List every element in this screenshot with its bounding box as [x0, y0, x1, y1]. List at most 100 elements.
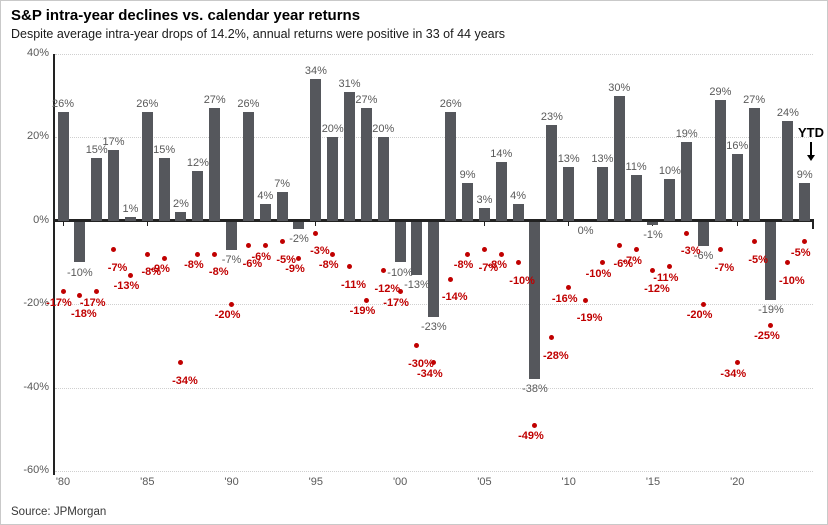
decline-label: -49%	[518, 430, 544, 443]
bar	[698, 222, 710, 246]
decline-label: -10%	[779, 274, 805, 287]
chart-title: S&P intra-year declines vs. calendar yea…	[11, 7, 361, 24]
decline-dot	[650, 268, 656, 274]
bar-label: 30%	[608, 81, 631, 94]
bar-label: 7%	[274, 177, 291, 190]
bar-label: 26%	[136, 98, 159, 111]
bar	[242, 112, 254, 221]
decline-dot	[532, 422, 538, 428]
bar	[124, 216, 136, 221]
bar	[209, 108, 221, 221]
y-axis-label: -20%	[23, 297, 49, 310]
decline-dot	[566, 285, 572, 291]
bar-label: 20%	[321, 123, 344, 136]
bar	[512, 204, 524, 221]
decline-label: -18%	[71, 307, 97, 320]
decline-dot	[515, 260, 521, 265]
x-axis-label: '00	[392, 476, 408, 488]
bar-label: 26%	[237, 98, 260, 111]
bar	[327, 137, 339, 221]
x-axis-label: '15	[645, 476, 661, 488]
decline-label: -6%	[242, 257, 263, 270]
decline-label: -3%	[680, 245, 701, 258]
bar-label: 19%	[675, 127, 698, 140]
bar-label: -6%	[693, 249, 714, 262]
bar-label: 27%	[203, 94, 226, 107]
y-axis-label: 0%	[33, 213, 49, 226]
gridline	[55, 54, 813, 55]
bar-label: 15%	[85, 144, 108, 157]
decline-label: -17%	[383, 296, 409, 309]
bar-label: -38%	[522, 383, 548, 396]
bar-label: -13%	[404, 279, 430, 291]
ytd-label: YTD	[798, 125, 824, 140]
down-arrow-head	[807, 155, 815, 161]
bar	[714, 99, 726, 221]
bar-label: 1%	[122, 202, 139, 215]
bar	[630, 174, 642, 221]
bar-label: 23%	[540, 110, 563, 123]
bar	[158, 158, 170, 221]
bar-label: 27%	[355, 94, 378, 107]
x-axis-tick	[315, 222, 317, 227]
decline-label: -5%	[748, 253, 768, 266]
bar-label: 2%	[173, 198, 189, 211]
bar	[478, 208, 490, 221]
decline-label: -8%	[318, 259, 339, 272]
decline-dot	[161, 255, 167, 261]
y-axis-label: -60%	[23, 464, 49, 476]
bar-label: -19%	[758, 304, 784, 317]
bar	[394, 222, 406, 263]
decline-label: -16%	[551, 292, 578, 305]
decline-dot	[60, 289, 66, 295]
bar	[108, 149, 120, 221]
bar-label: -10%	[387, 266, 413, 279]
decline-dot	[262, 243, 268, 249]
bar	[613, 95, 625, 221]
decline-label: -34%	[172, 374, 198, 387]
bar	[445, 112, 457, 221]
decline-label: -7%	[107, 261, 128, 274]
bar	[259, 204, 271, 221]
bar	[411, 222, 423, 275]
decline-label: -13%	[113, 280, 140, 292]
bar	[360, 108, 372, 221]
bar	[226, 222, 238, 250]
bar	[377, 137, 389, 221]
decline-dot	[599, 260, 605, 265]
decline-dot	[144, 251, 150, 257]
bar	[529, 222, 541, 380]
decline-label: -8%	[184, 259, 204, 272]
decline-label: -14%	[441, 291, 468, 304]
decline-dot	[667, 264, 673, 270]
bar	[647, 222, 659, 225]
bar	[276, 191, 288, 221]
decline-label: -11%	[341, 278, 367, 291]
decline-dot	[380, 268, 386, 274]
decline-label: -12%	[644, 282, 670, 295]
bar	[293, 222, 305, 230]
decline-dot	[448, 276, 454, 282]
decline-label: -10%	[585, 267, 612, 280]
bar	[175, 212, 187, 221]
decline-label: -17%	[79, 296, 106, 309]
bar-label: 3%	[476, 194, 493, 207]
bar-label: -7%	[221, 253, 242, 266]
decline-label: -9%	[285, 263, 305, 276]
decline-dot	[111, 247, 117, 253]
y-axis-label: 20%	[26, 130, 49, 143]
decline-dot	[296, 255, 302, 261]
bar-label: 26%	[51, 98, 75, 111]
bar-label: 34%	[304, 65, 327, 78]
y-axis-label: -40%	[23, 380, 49, 393]
decline-label: -8%	[453, 259, 474, 272]
bar-label: -23%	[421, 320, 447, 333]
decline-label: -25%	[754, 330, 780, 343]
decline-dot	[77, 293, 83, 299]
bar	[428, 222, 440, 317]
bar-label: 14%	[490, 148, 513, 161]
decline-label: -34%	[417, 367, 443, 380]
decline-dot	[279, 239, 285, 245]
decline-dot	[397, 289, 403, 295]
bar-label: 29%	[709, 85, 732, 98]
